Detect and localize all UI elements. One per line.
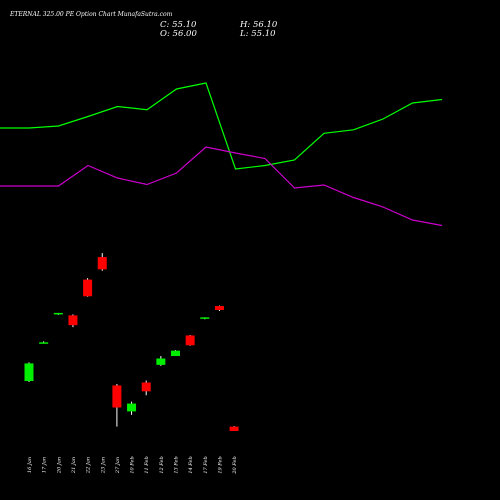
candle [39, 341, 49, 344]
close-value: C: 55.10 [160, 20, 197, 30]
x-tick-label: 16 Jan [27, 457, 33, 473]
candle [200, 317, 210, 320]
candle-body [68, 315, 78, 326]
lower-indicator-line [0, 146, 443, 227]
low-value: L: 55.10 [239, 29, 276, 39]
candle-body [229, 426, 239, 432]
candle [68, 314, 78, 328]
x-tick-label: 23 Jan [100, 457, 106, 474]
x-tick-label: 27 Jan [115, 457, 121, 474]
x-tick-label: 10 Feb [130, 456, 136, 473]
candle [112, 383, 122, 427]
candle [127, 401, 137, 415]
high-value: H: 56.10 [239, 20, 278, 30]
candle [83, 278, 93, 297]
x-tick-label: 20 Feb [232, 456, 238, 474]
x-tick-label: 13 Feb [174, 456, 180, 473]
x-tick-label: 12 Feb [159, 456, 165, 473]
upper-indicator-line [0, 82, 443, 170]
x-tick-label: 11 Feb [144, 456, 150, 473]
candle-body [39, 342, 49, 344]
candle-body [53, 312, 63, 315]
indicator-lines [0, 82, 443, 227]
chart-title: ETERNAL 325.00 PE Option Chart MunafaSut… [9, 11, 173, 18]
candle-body [200, 317, 210, 319]
candle [53, 312, 63, 315]
x-tick-label: 19 Feb [217, 456, 223, 473]
candle-body [83, 279, 93, 297]
open-value: O: 56.00 [160, 29, 197, 39]
candle-body [171, 350, 180, 357]
candlesticks [24, 253, 239, 432]
candle [171, 350, 180, 357]
candle [156, 356, 166, 366]
candle [214, 305, 224, 311]
x-tick-label: 17 Feb [203, 456, 209, 473]
candle-body [214, 306, 224, 310]
candle [229, 426, 239, 432]
candle [185, 334, 195, 346]
candle-body [112, 385, 122, 408]
candle-body [141, 382, 151, 392]
x-tick-label: 21 Jan [71, 457, 77, 474]
x-axis-ticks: 16 Jan 17 Jan 20 Jan 21 Jan 22 Jan 23 Jan 27 J… [27, 456, 238, 474]
candle-body [156, 358, 166, 365]
candle-body [127, 403, 137, 412]
x-tick-label: 14 Feb [188, 456, 194, 473]
x-tick-label: 22 Jan [86, 457, 92, 474]
candle-body [24, 363, 34, 382]
candle [24, 362, 34, 383]
candle-body [97, 257, 107, 270]
x-tick-label: 17 Jan [42, 457, 48, 473]
x-tick-label: 20 Jan [56, 457, 62, 474]
candle-body [185, 335, 195, 346]
candle [141, 380, 151, 396]
candle [97, 253, 107, 271]
